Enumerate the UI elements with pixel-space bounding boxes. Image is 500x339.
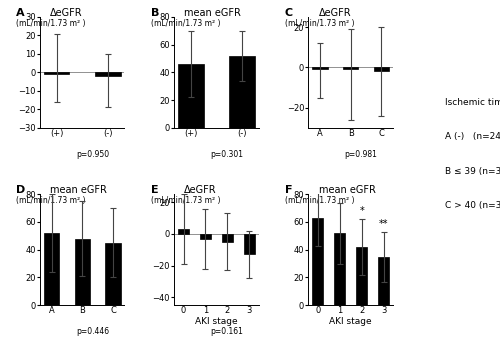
Bar: [334, 233, 345, 305]
Text: p=0.301: p=0.301: [210, 150, 243, 159]
Text: mean eGFR: mean eGFR: [50, 185, 107, 195]
Bar: [178, 229, 189, 234]
Text: (mL/min/1.73 m² ): (mL/min/1.73 m² ): [150, 197, 220, 205]
Text: B ≤ 39 (n=32): B ≤ 39 (n=32): [445, 167, 500, 176]
Text: (mL/min/1.73 m² ): (mL/min/1.73 m² ): [16, 19, 86, 28]
Text: *: *: [360, 206, 364, 216]
Text: C: C: [284, 8, 293, 18]
Bar: [378, 257, 389, 305]
Text: Ischemic time (min): Ischemic time (min): [445, 98, 500, 107]
Text: (mL/min/1.73 m² ): (mL/min/1.73 m² ): [284, 19, 354, 28]
Text: (mL/min/1.73 m² ): (mL/min/1.73 m² ): [150, 19, 220, 28]
Text: p=0.446: p=0.446: [76, 327, 109, 336]
Text: (mL/min/1.73 m² ): (mL/min/1.73 m² ): [284, 197, 354, 205]
Text: p=0.950: p=0.950: [76, 150, 109, 159]
Bar: [312, 67, 328, 69]
Bar: [374, 67, 389, 71]
Bar: [44, 233, 59, 305]
Text: ΔeGFR: ΔeGFR: [318, 8, 351, 18]
Text: p=0.981: p=0.981: [344, 150, 377, 159]
Text: (mL/min/1.73 m² ): (mL/min/1.73 m² ): [16, 197, 86, 205]
Text: A (-)   (n=24): A (-) (n=24): [445, 132, 500, 141]
Text: ΔeGFR: ΔeGFR: [50, 8, 83, 18]
Text: E: E: [150, 185, 158, 195]
Bar: [95, 72, 120, 76]
Bar: [222, 234, 233, 242]
Bar: [200, 234, 211, 239]
Bar: [356, 247, 367, 305]
Text: ΔeGFR: ΔeGFR: [184, 185, 217, 195]
Text: A: A: [16, 8, 25, 18]
Bar: [106, 243, 120, 305]
Text: p=0.161: p=0.161: [210, 327, 243, 336]
Text: C > 40 (n=31): C > 40 (n=31): [445, 201, 500, 211]
Text: D: D: [16, 185, 26, 195]
Bar: [312, 218, 323, 305]
Bar: [74, 239, 90, 305]
Text: F: F: [284, 185, 292, 195]
Text: mean eGFR: mean eGFR: [184, 8, 241, 18]
X-axis label: AKI stage: AKI stage: [330, 317, 372, 326]
Text: mean eGFR: mean eGFR: [318, 185, 376, 195]
Bar: [44, 72, 70, 74]
Bar: [343, 67, 358, 69]
Bar: [230, 56, 255, 128]
Text: **: **: [379, 219, 388, 229]
X-axis label: AKI stage: AKI stage: [195, 317, 238, 326]
Bar: [244, 234, 255, 255]
Text: B: B: [150, 8, 159, 18]
Bar: [178, 64, 204, 128]
